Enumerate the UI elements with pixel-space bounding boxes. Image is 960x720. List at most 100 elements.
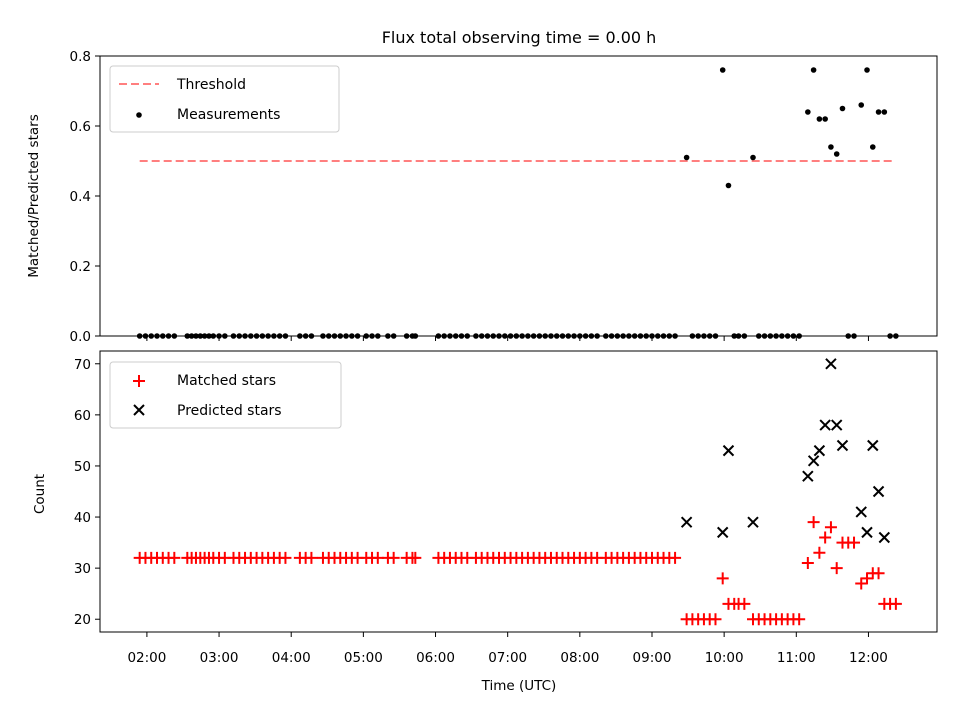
- predicted-star-point: [878, 531, 891, 544]
- top-y-axis-label: Matched/Predicted stars: [26, 114, 42, 277]
- matched-star-point: [669, 551, 682, 564]
- measurement-point: [725, 182, 732, 189]
- x-tick-label: 06:00: [416, 650, 455, 666]
- top-x-ticks: [146, 336, 869, 341]
- matched-star-point: [872, 567, 885, 580]
- predicted-star-point: [855, 506, 867, 518]
- measurement-point: [839, 105, 846, 112]
- x-tick-label: 02:00: [127, 650, 166, 666]
- matched-star-point: [371, 551, 384, 564]
- x-tick-label: 09:00: [633, 650, 672, 666]
- predicted-star-point: [830, 419, 843, 431]
- measurement-point: [822, 116, 828, 122]
- predicted-star-point: [872, 485, 885, 498]
- matched-star-point: [279, 551, 292, 564]
- x-tick-label: 12:00: [849, 650, 888, 666]
- matched-star-point: [819, 531, 832, 544]
- top-y-tick-label: 0.6: [70, 119, 91, 135]
- matched-star-point: [830, 562, 843, 575]
- bottom-y-tick-label: 30: [74, 561, 91, 577]
- measurement-point: [881, 109, 888, 115]
- predicted-star-point: [722, 444, 735, 457]
- top-y-ticks: 0.0 0.2 0.4 0.6 0.8: [70, 49, 100, 345]
- bottom-legend-box: [109, 361, 342, 429]
- measurement-point: [719, 67, 726, 73]
- predicted-star-point: [680, 516, 693, 528]
- matched-star-point: [793, 613, 806, 626]
- predicted-star-point: [802, 470, 814, 482]
- predicted-legend-label: Predicted stars: [177, 403, 282, 419]
- matched-star-point: [813, 546, 826, 559]
- bottom-axes-frame: [99, 350, 938, 633]
- bottom-y-tick-label: 70: [74, 357, 91, 373]
- bottom-panel: 20 30 40 50 60 70 02:00 03:00 04:00 05:00 06:00 07…: [32, 350, 938, 694]
- top-legend-box: [109, 65, 340, 133]
- measurement-point: [864, 67, 870, 73]
- matched-star-point: [807, 516, 820, 529]
- x-tick-label: 04:00: [272, 650, 311, 666]
- bottom-y-tick-label: 20: [74, 612, 91, 628]
- predicted-star-point: [716, 526, 729, 539]
- matched-star-point: [889, 597, 902, 610]
- matched-star-point: [824, 521, 837, 534]
- top-legend: Threshold Measurements: [109, 65, 340, 133]
- top-panel: 0.00.20.40.60.8 Matched/Predicted stars …: [26, 49, 938, 345]
- chart-title: Flux total observing time = 0.00 h: [382, 28, 657, 47]
- x-axis-label: Time (UTC): [481, 678, 557, 694]
- measurement-point: [805, 109, 811, 115]
- predicted-star-point: [813, 444, 826, 457]
- x-tick-label: 08:00: [560, 650, 599, 666]
- predicted-star-point: [747, 516, 759, 528]
- bottom-y-tick-label: 50: [74, 459, 91, 475]
- measurement-point: [869, 144, 876, 150]
- matched-star-point: [305, 551, 318, 564]
- measurements-legend-label: Measurements: [177, 107, 280, 123]
- matched-star-point: [709, 613, 722, 626]
- matched-star-point: [801, 557, 814, 570]
- threshold-legend-label: Threshold: [176, 77, 246, 93]
- top-y-tick-label: 0.0: [70, 329, 91, 345]
- x-tick-label: 10:00: [705, 650, 744, 666]
- matched-star-point: [168, 551, 181, 564]
- matched-star-point: [716, 572, 729, 585]
- x-tick-label: 03:00: [200, 650, 239, 666]
- measurement-point: [875, 109, 882, 115]
- bottom-legend: Matched stars Predicted stars: [109, 361, 342, 429]
- x-tick-label: 05:00: [344, 650, 383, 666]
- measurement-point: [828, 144, 834, 150]
- measurement-point: [750, 154, 756, 161]
- matched-star-point: [738, 597, 751, 610]
- predicted-star-point: [836, 439, 849, 452]
- top-y-tick-label: 0.4: [70, 189, 91, 205]
- matched-star-point: [861, 572, 874, 585]
- matched-legend-marker: [133, 375, 145, 387]
- bottom-y-tick-label: 40: [74, 510, 91, 526]
- predicted-star-point: [807, 455, 820, 467]
- x-tick-label: 11:00: [777, 650, 816, 666]
- measurement-point: [810, 67, 817, 73]
- measurement-point: [833, 151, 840, 157]
- predicted-legend-marker: [133, 404, 145, 416]
- measurements-legend-marker: [136, 112, 142, 118]
- measurement-point: [858, 102, 865, 108]
- matched-star-point: [848, 536, 861, 549]
- bottom-x-ticks: 02:00 03:00 04:00 05:00 06:00 07:00 08:00 09:00…: [127, 632, 888, 666]
- matched-legend-label: Matched stars: [177, 373, 276, 389]
- bottom-plot-content: [133, 358, 902, 626]
- x-tick-label: 07:00: [488, 650, 527, 666]
- predicted-star-point: [819, 419, 831, 431]
- matched-star-point: [855, 577, 868, 590]
- matched-star-point: [409, 551, 422, 564]
- top-y-tick-label: 0.8: [70, 49, 91, 65]
- measurement-point: [683, 154, 690, 161]
- bottom-y-axis-label: Count: [32, 474, 48, 514]
- matched-star-point: [387, 551, 400, 564]
- predicted-star-point: [861, 526, 873, 539]
- bottom-y-ticks: 20 30 40 50 60 70: [74, 357, 100, 628]
- measurement-point: [816, 116, 823, 122]
- predicted-star-point: [867, 439, 879, 452]
- predicted-star-point: [825, 358, 837, 370]
- bottom-y-tick-label: 60: [74, 408, 91, 424]
- top-y-tick-label: 0.2: [70, 259, 91, 275]
